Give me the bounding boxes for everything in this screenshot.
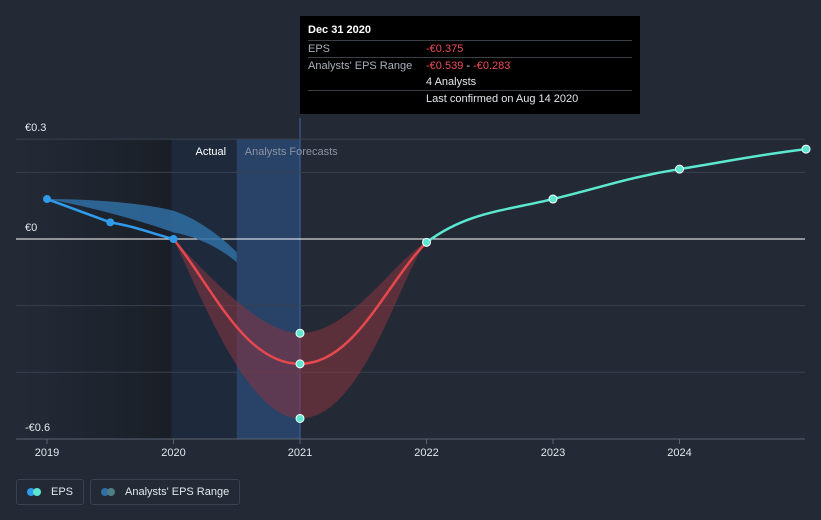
- tooltip-eps-label: EPS: [308, 43, 331, 55]
- tooltip-date: Dec 31 2020: [308, 24, 371, 36]
- eps-swatch-icon: [27, 488, 43, 496]
- forecast-region-label: Analysts Forecasts: [245, 146, 338, 158]
- y-tick-label: -€0.6: [25, 422, 50, 434]
- legend-item-range[interactable]: Analysts' EPS Range: [90, 479, 241, 505]
- y-tick-label: €0.3: [25, 122, 46, 134]
- x-tick-label: 2024: [667, 447, 691, 459]
- tooltip-eps-value: -€0.375: [426, 43, 464, 55]
- chart-legend: EPS Analysts' EPS Range: [16, 479, 241, 505]
- eps-tooltip: Dec 31 2020 EPS -€0.375 Analysts' EPS Ra…: [300, 16, 640, 114]
- x-tick-label: 2022: [414, 447, 438, 459]
- actual-region-label: Actual: [196, 146, 227, 158]
- eps-point: [43, 195, 51, 204]
- eps-point: [422, 237, 431, 247]
- legend-range-label: Analysts' EPS Range: [125, 486, 230, 498]
- range-low-point: [295, 413, 305, 423]
- x-tick-label: 2023: [541, 447, 565, 459]
- eps-point: [295, 359, 305, 369]
- eps-point: [169, 235, 178, 243]
- tooltip-range-high: -€0.283: [473, 60, 511, 72]
- legend-eps-label: EPS: [51, 486, 74, 498]
- eps-line-forecast-positive: [425, 147, 807, 244]
- eps-point: [801, 144, 811, 154]
- x-tick-label: 2020: [161, 447, 185, 459]
- tooltip-eps-row: EPS -€0.375: [308, 40, 632, 57]
- range-high-point: [295, 328, 305, 338]
- eps-point: [548, 194, 558, 204]
- eps-point: [675, 164, 684, 174]
- tooltip-range-label: Analysts' EPS Range: [308, 60, 413, 72]
- tooltip-analysts-row: 4 Analysts: [308, 74, 632, 90]
- tooltip-confirmed-row: Last confirmed on Aug 14 2020: [308, 90, 632, 107]
- actual-region: [16, 139, 174, 439]
- eps-point: [106, 218, 115, 227]
- range-swatch-icon: [101, 488, 117, 496]
- x-tick-label: 2019: [35, 447, 59, 459]
- tooltip-range-row: Analysts' EPS Range -€0.539 - -€0.283: [308, 57, 632, 74]
- range-area-actual: [47, 199, 237, 263]
- tooltip-range-value: -€0.539 - -€0.283: [426, 58, 510, 74]
- range-area-forecast: [173, 239, 427, 419]
- tooltip-analysts: 4 Analysts: [426, 76, 477, 88]
- y-tick-label: €0: [25, 222, 37, 234]
- legend-item-eps[interactable]: EPS: [16, 479, 85, 505]
- tooltip-range-low: -€0.539: [426, 60, 464, 72]
- tooltip-confirmed: Last confirmed on Aug 14 2020: [426, 93, 579, 105]
- tooltip-range-sep: -: [463, 60, 474, 72]
- x-tick-label: 2021: [288, 447, 312, 459]
